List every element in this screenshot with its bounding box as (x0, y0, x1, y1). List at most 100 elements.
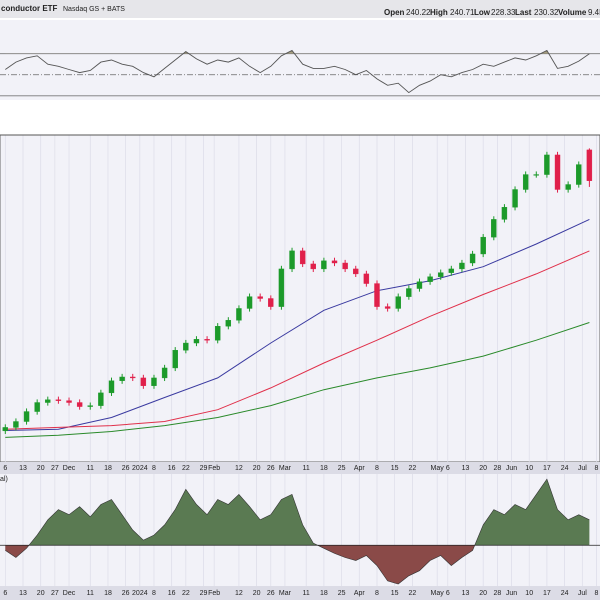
x-tick-label: 6 (3, 590, 7, 597)
candle-body (214, 326, 221, 341)
x-tick-label: 8 (375, 465, 379, 472)
x-tick-label: Dec (63, 465, 76, 472)
exchange: Nasdaq GS + BATS (63, 6, 125, 13)
x-tick-label: 26 (122, 465, 130, 472)
x-tick-label: 20 (37, 590, 45, 597)
x-tick-label: 8 (595, 465, 599, 472)
header-label: Last (515, 8, 532, 17)
x-tick-label: 11 (303, 465, 310, 472)
chart-title: conductor ETF (1, 4, 58, 13)
x-tick-label: 26 (267, 590, 275, 597)
x-tick-label: Mar (279, 590, 292, 597)
rsi-panel (0, 20, 600, 100)
x-tick-label: 11 (87, 590, 94, 597)
x-tick-label: Apr (354, 465, 366, 472)
candle-body (374, 283, 380, 307)
x-tick-label: 25 (338, 465, 346, 472)
x-tick-label: 18 (104, 465, 112, 472)
x-axis-strip (0, 462, 600, 474)
candle-body (491, 219, 497, 238)
header-value: 228.33 (491, 8, 516, 17)
moving-average (5, 250, 590, 430)
candle-body (331, 260, 338, 264)
moving-average (5, 322, 590, 438)
candle-body (342, 262, 348, 270)
x-tick-label: 12 (235, 590, 243, 597)
x-tick-label: 8 (375, 590, 379, 597)
area-negative (5, 545, 590, 584)
x-tick-label: 8 (152, 465, 156, 472)
candle-body (45, 399, 51, 403)
candle-body (183, 342, 189, 351)
x-tick-label: 28 (493, 590, 501, 597)
x-tick-label: 16 (168, 465, 176, 472)
candle-body (76, 402, 83, 407)
x-tick-label: 26 (122, 590, 130, 597)
candle-body (501, 207, 508, 220)
x-tick-label: 17 (543, 465, 551, 472)
x-tick-label: 20 (37, 465, 45, 472)
candle-body (34, 402, 40, 412)
header-value: 9.4M (588, 8, 600, 17)
x-tick-label: Jul (578, 465, 587, 472)
x-tick-label: 20 (479, 590, 487, 597)
x-tick-label: 2024 (132, 465, 148, 472)
x-tick-label: 24 (561, 590, 569, 597)
candle-body (427, 276, 433, 282)
x-tick-label: 29 (200, 590, 208, 597)
candle-body (384, 306, 391, 309)
x-tick-label: Apr (354, 590, 366, 597)
x-tick-label: 13 (19, 590, 27, 597)
candle-body (151, 377, 157, 386)
rsi-line (5, 49, 590, 94)
header-label: High (430, 8, 448, 17)
x-tick-label: 6 (446, 590, 450, 597)
candle-body (512, 189, 518, 208)
x-tick-label: May (431, 590, 445, 597)
candle-body (2, 427, 9, 432)
x-tick-label: 15 (391, 590, 399, 597)
candle-body (278, 268, 285, 307)
header-value: 230.32 (534, 8, 559, 17)
candle-body (321, 260, 327, 270)
x-tick-label: 13 (462, 465, 470, 472)
x-tick-label: 22 (408, 465, 416, 472)
candle-body (299, 250, 306, 265)
candle-body (363, 273, 370, 284)
x-tick-label: 10 (525, 465, 533, 472)
x-tick-label: 16 (168, 590, 176, 597)
x-tick-label: 22 (408, 590, 416, 597)
x-tick-label: 8 (595, 590, 599, 597)
x-tick-label: 13 (462, 590, 470, 597)
candle-body (469, 253, 476, 264)
candle-body (459, 262, 465, 270)
price-panel (0, 134, 600, 463)
candle-body (448, 268, 455, 273)
x-tick-label: 27 (51, 465, 59, 472)
x-tick-label: 27 (51, 590, 59, 597)
candle-body (576, 164, 582, 185)
header-label: Low (474, 8, 491, 17)
candle-body (161, 367, 168, 379)
candle-body (225, 320, 232, 327)
moving-average (5, 218, 590, 431)
x-tick-label: 22 (182, 590, 190, 597)
header-label: Open (384, 8, 405, 17)
candle-body (416, 281, 423, 289)
header-value: 240.71 (450, 8, 475, 17)
candle-body (140, 377, 147, 386)
x-tick-label: 17 (543, 590, 551, 597)
x-tick-label: 6 (446, 465, 450, 472)
header-value: 240.22 (406, 8, 431, 17)
x-tick-label: Jun (506, 465, 517, 472)
candle-body (172, 349, 178, 369)
x-tick-label: 29 (200, 465, 208, 472)
candle-body (353, 268, 359, 275)
candle-body (438, 272, 444, 277)
x-tick-label: Feb (208, 590, 220, 597)
candle-body (565, 184, 571, 190)
candle-body (193, 339, 200, 344)
candle-body (480, 236, 486, 255)
x-tick-label: 20 (253, 465, 261, 472)
